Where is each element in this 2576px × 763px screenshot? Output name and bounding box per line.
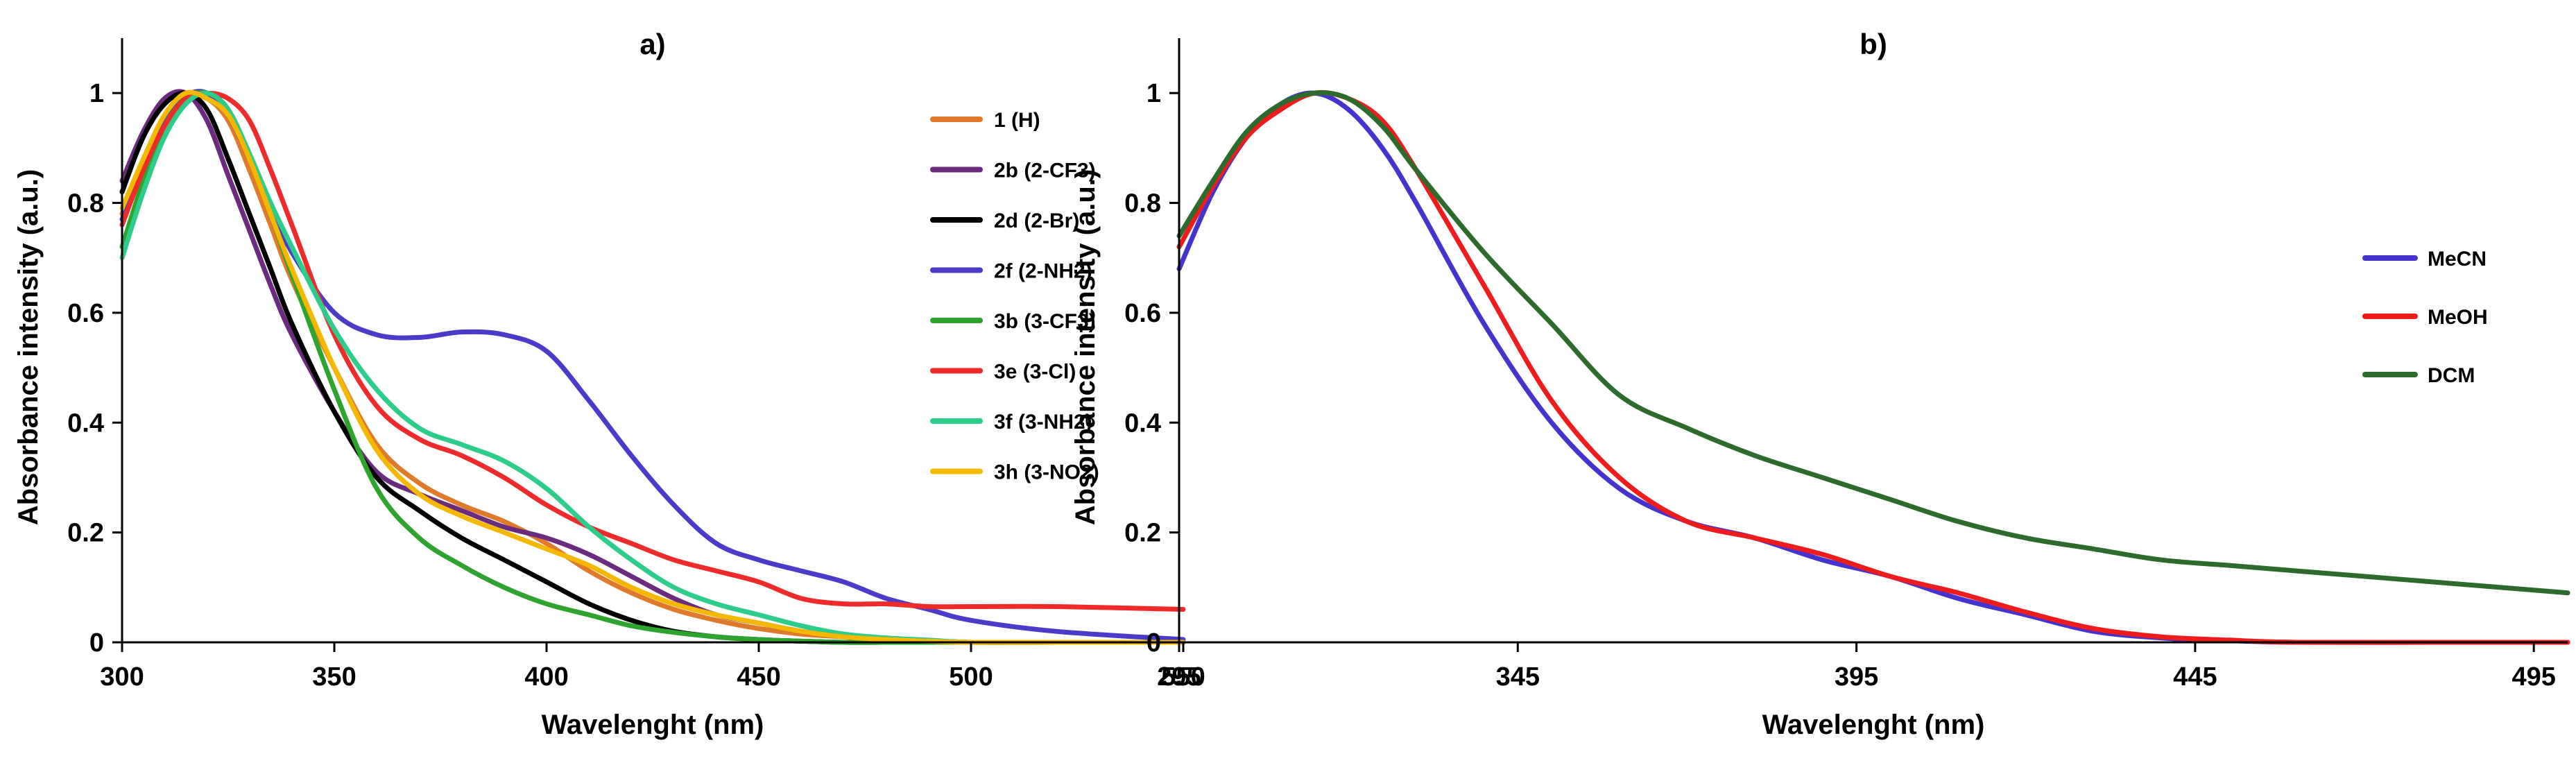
y-tick-label-1-2: 0.4 bbox=[1124, 409, 1161, 438]
series-line-0-5 bbox=[119, 90, 1186, 612]
y-tick-label-0-5: 1 bbox=[89, 79, 104, 108]
x-tick-label-0-3: 450 bbox=[737, 662, 780, 692]
x-tick-label-0-4: 500 bbox=[949, 662, 993, 692]
series-line-1-0 bbox=[1176, 90, 2570, 645]
series-line-1-1 bbox=[1176, 89, 2570, 645]
x-tick-label-1-4: 495 bbox=[2511, 662, 2555, 692]
legend-label-0-4: 3b (3-CF3) bbox=[994, 310, 1096, 333]
y-tick-label-1-3: 0.6 bbox=[1124, 299, 1161, 328]
x-tick-label-0-5: 550 bbox=[1161, 662, 1205, 692]
chart-panel-1: 0 0.2 0.4 0.6 0.8 1 295 345 395 445 495 Wavelenght … bbox=[1070, 28, 2570, 740]
y-tick-label-1-0: 0 bbox=[1147, 628, 1161, 658]
panel-title-0: a) bbox=[639, 28, 665, 60]
y-tick-label-0-0: 0 bbox=[89, 628, 104, 658]
x-axis-title-1: Wavelenght (nm) bbox=[1762, 710, 1985, 740]
x-tick-label-0-1: 350 bbox=[312, 662, 356, 692]
y-tick-label-1-5: 1 bbox=[1147, 79, 1161, 108]
x-tick-label-1-2: 395 bbox=[1835, 662, 1878, 692]
series-line-1-2 bbox=[1176, 90, 2570, 596]
y-tick-label-1-1: 0.2 bbox=[1124, 519, 1161, 548]
y-axis-title-0: Absorbance intensity (a.u.) bbox=[13, 169, 44, 525]
legend-label-0-5: 3e (3-Cl) bbox=[994, 361, 1076, 384]
x-axis-title-0: Wavelenght (nm) bbox=[542, 710, 764, 740]
y-axis-title-1: Absorbance intensity (a.u.) bbox=[1070, 169, 1101, 525]
y-tick-label-0-3: 0.6 bbox=[67, 299, 104, 328]
x-tick-label-0-2: 400 bbox=[524, 662, 568, 692]
x-tick-label-1-0: 295 bbox=[1157, 662, 1201, 692]
legend-label-0-6: 3f (3-NH2) bbox=[994, 411, 1092, 434]
legend-label-1-2: DCM bbox=[2428, 364, 2475, 387]
legend-label-0-7: 3h (3-NO2) bbox=[994, 461, 1099, 484]
y-tick-label-1-4: 0.8 bbox=[1124, 189, 1161, 218]
legend-label-0-3: 2f (2-NH2) bbox=[994, 260, 1092, 283]
legend-label-0-2: 2d (2-Br) bbox=[994, 209, 1079, 232]
legend-label-1-0: MeCN bbox=[2428, 248, 2487, 271]
legend-label-1-1: MeOH bbox=[2428, 306, 2488, 329]
chart-panel-0: 0 0.2 0.4 0.6 0.8 1 300 350 400 450 500 550 Waveleng… bbox=[13, 28, 1205, 740]
x-tick-label-1-1: 345 bbox=[1496, 662, 1540, 692]
y-tick-label-0-4: 0.8 bbox=[67, 189, 104, 218]
y-tick-label-0-2: 0.4 bbox=[67, 409, 104, 438]
y-tick-label-0-1: 0.2 bbox=[67, 519, 104, 548]
panel-title-1: b) bbox=[1860, 28, 1887, 60]
legend-label-0-0: 1 (H) bbox=[994, 109, 1040, 132]
x-tick-label-1-3: 445 bbox=[2173, 662, 2217, 692]
x-tick-label-0-0: 300 bbox=[100, 662, 144, 692]
series-line-0-7 bbox=[119, 89, 1186, 645]
legend-label-0-1: 2b (2-CF3) bbox=[994, 160, 1096, 182]
